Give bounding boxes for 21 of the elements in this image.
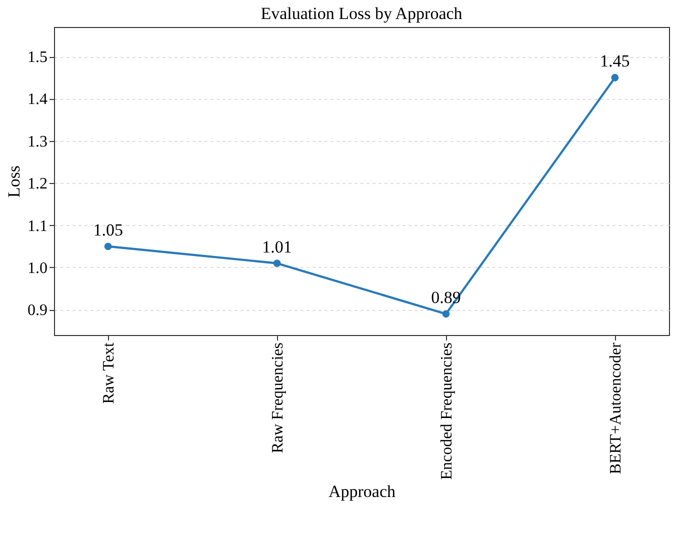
chart-title: Evaluation Loss by Approach <box>260 4 463 23</box>
point <box>104 242 112 250</box>
point <box>273 260 281 267</box>
x-tick-label: BERT+Autoencoder <box>607 342 624 474</box>
y-tick-label: 1.0 <box>28 260 48 277</box>
data-label: 1.05 <box>93 220 123 240</box>
y-tick-label: 1.2 <box>28 176 48 193</box>
x-axis-title: Approach <box>328 482 396 501</box>
y-tick-label: 1.5 <box>28 49 48 66</box>
y-axis-title: Loss <box>4 165 24 198</box>
x-tick-label: Raw Text <box>100 342 118 404</box>
y-tick-label: 0.9 <box>28 302 48 320</box>
point <box>442 310 450 318</box>
x-tick-label: Encoded Frequencies <box>438 342 456 480</box>
y-tick-label: 1.1 <box>28 218 48 235</box>
data-label: 1.01 <box>262 237 292 256</box>
point <box>611 74 619 82</box>
x-tick-label: Raw Frequencies <box>270 342 287 454</box>
y-tick-label: 1.3 <box>28 133 48 150</box>
data-label: 1.45 <box>600 52 630 71</box>
y-tick-label: 1.4 <box>28 91 48 108</box>
